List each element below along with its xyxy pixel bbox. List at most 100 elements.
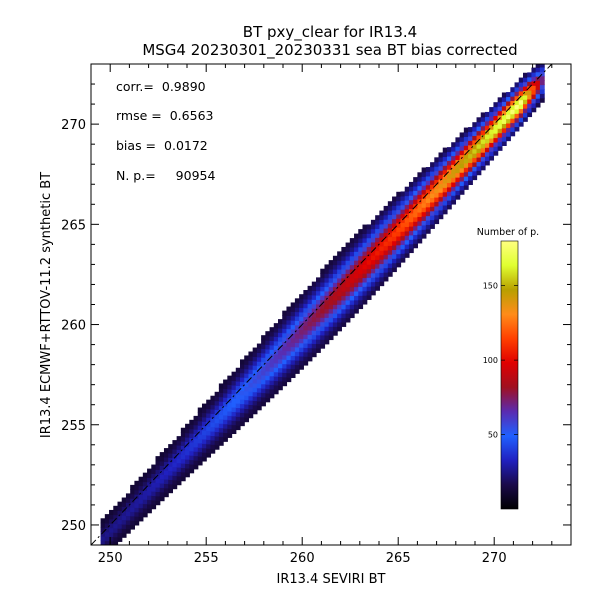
density-cell bbox=[438, 205, 444, 211]
density-cell bbox=[366, 277, 372, 283]
density-cell bbox=[180, 445, 186, 451]
density-cell bbox=[168, 444, 174, 450]
density-cell bbox=[345, 260, 351, 266]
density-cell bbox=[265, 353, 271, 359]
colorbar-tick-label: 100 bbox=[483, 356, 498, 365]
density-cell bbox=[180, 476, 186, 482]
density-cell bbox=[311, 308, 317, 314]
density-cell bbox=[172, 484, 178, 490]
density-cell bbox=[370, 250, 376, 256]
density-cell bbox=[383, 236, 389, 242]
density-cell bbox=[265, 388, 271, 394]
density-cell bbox=[387, 227, 393, 233]
density-cell bbox=[518, 99, 524, 105]
density-cell bbox=[104, 522, 110, 528]
density-cell bbox=[472, 166, 478, 172]
density-cell bbox=[337, 326, 342, 332]
density-cell bbox=[303, 320, 309, 326]
density-cell bbox=[472, 122, 478, 128]
density-cell bbox=[286, 319, 292, 325]
density-cell bbox=[151, 468, 157, 474]
density-cell bbox=[328, 295, 334, 301]
density-cell bbox=[379, 276, 385, 282]
density-cell bbox=[497, 128, 503, 134]
density-cell bbox=[506, 92, 511, 98]
density-cell bbox=[151, 495, 157, 501]
density-cell bbox=[345, 269, 351, 275]
density-cell bbox=[354, 273, 359, 279]
density-cell bbox=[324, 330, 330, 336]
density-cell bbox=[244, 373, 250, 379]
density-cell bbox=[244, 368, 250, 374]
density-cell bbox=[366, 233, 372, 239]
density-cell bbox=[396, 253, 402, 259]
density-cell bbox=[147, 490, 152, 496]
density-cell bbox=[104, 527, 110, 533]
density-cell bbox=[290, 328, 296, 334]
density-cell bbox=[294, 298, 300, 304]
density-cell bbox=[527, 76, 533, 82]
density-cell bbox=[387, 205, 393, 211]
density-cell bbox=[337, 277, 342, 283]
density-cell bbox=[218, 383, 224, 389]
density-cell bbox=[408, 195, 414, 201]
density-cell bbox=[392, 218, 397, 224]
density-cell bbox=[320, 303, 326, 309]
density-cell bbox=[501, 110, 507, 116]
density-cell bbox=[151, 482, 157, 488]
density-cell bbox=[180, 427, 186, 433]
svg-text:rmse = 0.6563: rmse = 0.6563 bbox=[116, 108, 213, 123]
density-cell bbox=[282, 323, 288, 329]
density-cell bbox=[337, 304, 342, 310]
density-cell bbox=[320, 281, 326, 287]
density-cell bbox=[354, 260, 359, 266]
density-cell bbox=[227, 428, 233, 434]
density-cell bbox=[138, 476, 144, 482]
density-cell bbox=[265, 370, 271, 376]
density-cell bbox=[362, 237, 368, 243]
density-cell bbox=[168, 461, 174, 467]
density-cell bbox=[417, 203, 423, 209]
density-cell bbox=[320, 277, 326, 283]
density-cell bbox=[480, 130, 486, 136]
density-cell bbox=[531, 85, 537, 91]
density-cell bbox=[497, 141, 503, 147]
density-cell bbox=[396, 218, 402, 224]
density-cell bbox=[252, 369, 258, 375]
density-cell bbox=[523, 90, 528, 96]
density-cell bbox=[510, 96, 516, 102]
density-cell bbox=[299, 333, 304, 339]
density-cell bbox=[244, 395, 250, 401]
density-cell bbox=[417, 181, 423, 187]
density-cell bbox=[493, 102, 499, 108]
density-cell bbox=[125, 497, 131, 503]
density-cell bbox=[261, 366, 266, 372]
density-cell bbox=[506, 127, 511, 133]
density-cell bbox=[294, 368, 300, 374]
density-cell bbox=[256, 370, 262, 376]
density-cell bbox=[392, 227, 397, 233]
density-cell bbox=[231, 384, 237, 390]
density-cell bbox=[142, 512, 148, 518]
density-cell bbox=[303, 360, 309, 366]
density-cell bbox=[510, 87, 516, 93]
density-cell bbox=[468, 131, 473, 137]
density-cell bbox=[172, 448, 178, 454]
density-cell bbox=[244, 381, 250, 387]
density-cell bbox=[307, 290, 313, 296]
density-cell bbox=[434, 205, 440, 211]
density-cell bbox=[218, 440, 224, 446]
density-cell bbox=[387, 267, 393, 273]
density-cell bbox=[472, 126, 478, 132]
density-cell bbox=[151, 473, 157, 479]
density-cell bbox=[358, 277, 364, 283]
density-cell bbox=[349, 264, 355, 270]
density-cell bbox=[113, 510, 119, 516]
density-cell bbox=[400, 209, 406, 215]
density-cell bbox=[451, 173, 457, 179]
density-cell bbox=[155, 500, 161, 506]
density-cell bbox=[227, 393, 233, 399]
density-cell bbox=[387, 214, 393, 220]
density-cell bbox=[404, 199, 410, 205]
density-cell bbox=[320, 290, 326, 296]
